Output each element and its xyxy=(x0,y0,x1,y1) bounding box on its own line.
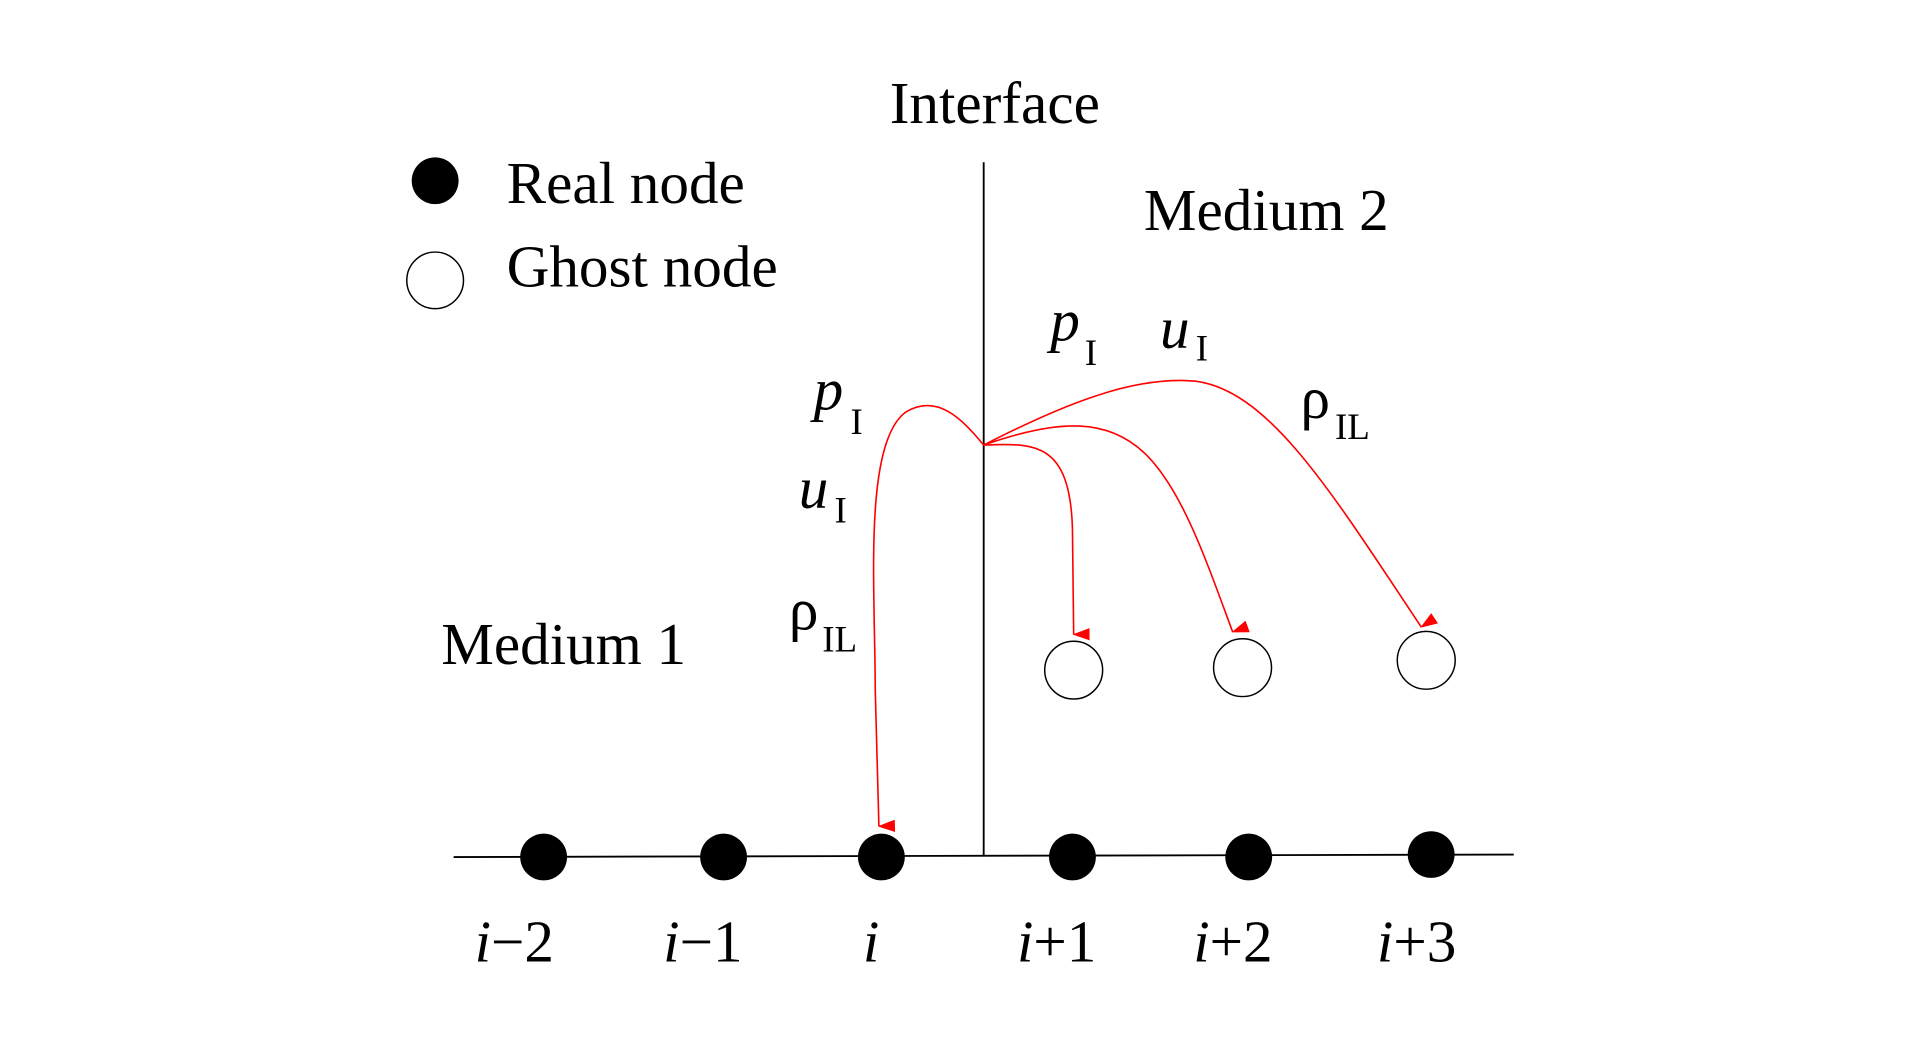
real-node-i-plus-3 xyxy=(1407,831,1455,878)
legend-real-node-icon xyxy=(411,157,459,205)
node-label-i-minus-1: i−1 xyxy=(663,909,742,975)
ghost-node-i-plus-2 xyxy=(1212,638,1273,698)
svg-text:I: I xyxy=(851,401,863,442)
real-node-i-plus-2 xyxy=(1225,833,1273,881)
arrow-to-node-i-plus-2 xyxy=(983,425,1250,633)
real-node-i-minus-2 xyxy=(520,833,568,881)
svg-text:I: I xyxy=(1085,332,1097,373)
node-label-i-plus-2: i+2 xyxy=(1193,909,1272,975)
svg-text:i+3: i+3 xyxy=(1377,909,1456,975)
node-label-i-plus-1: i+1 xyxy=(1017,909,1096,975)
node-label-i-minus-2: i−2 xyxy=(475,909,554,975)
arrow-to-node-i-plus-1 xyxy=(983,443,1090,641)
medium-2-label: Medium 2 xyxy=(1144,177,1389,243)
ghost-node-i-plus-1 xyxy=(1043,640,1104,700)
right-label-rho: ρ IL xyxy=(1300,365,1369,447)
legend-ghost-node-icon xyxy=(406,251,465,310)
svg-text:i−1: i−1 xyxy=(663,909,742,975)
svg-text:i+2: i+2 xyxy=(1193,909,1272,975)
ghost-node-i-plus-3 xyxy=(1396,630,1456,690)
grid-line xyxy=(453,853,1514,858)
node-label-i: i xyxy=(863,909,879,975)
svg-text:i−2: i−2 xyxy=(475,909,554,975)
interface-title: Interface xyxy=(890,70,1100,136)
legend-real-node-label: Real node xyxy=(507,150,745,216)
real-node-i-plus-1 xyxy=(1049,833,1096,881)
svg-text:u: u xyxy=(799,455,829,521)
svg-text:ρ: ρ xyxy=(1300,365,1330,431)
medium-1-label: Medium 1 xyxy=(441,611,686,677)
arrow-to-node-i-plus-3 xyxy=(983,379,1439,628)
svg-text:p: p xyxy=(810,357,844,423)
real-node-i xyxy=(857,833,905,881)
node-label-i-plus-3: i+3 xyxy=(1377,909,1456,975)
svg-text:I: I xyxy=(1196,327,1208,368)
arrow-to-node-i xyxy=(872,404,985,832)
svg-text:p: p xyxy=(1046,288,1080,354)
svg-text:ρ: ρ xyxy=(789,577,819,643)
svg-text:i+1: i+1 xyxy=(1017,909,1096,975)
svg-text:i: i xyxy=(863,909,879,975)
svg-text:u: u xyxy=(1160,295,1190,361)
legend-ghost-node-label: Ghost node xyxy=(507,234,778,300)
svg-text:IL: IL xyxy=(822,619,857,660)
svg-text:IL: IL xyxy=(1335,406,1370,447)
left-label-rho: ρ IL xyxy=(789,577,857,660)
svg-text:I: I xyxy=(835,490,847,531)
real-node-i-minus-1 xyxy=(700,833,748,881)
